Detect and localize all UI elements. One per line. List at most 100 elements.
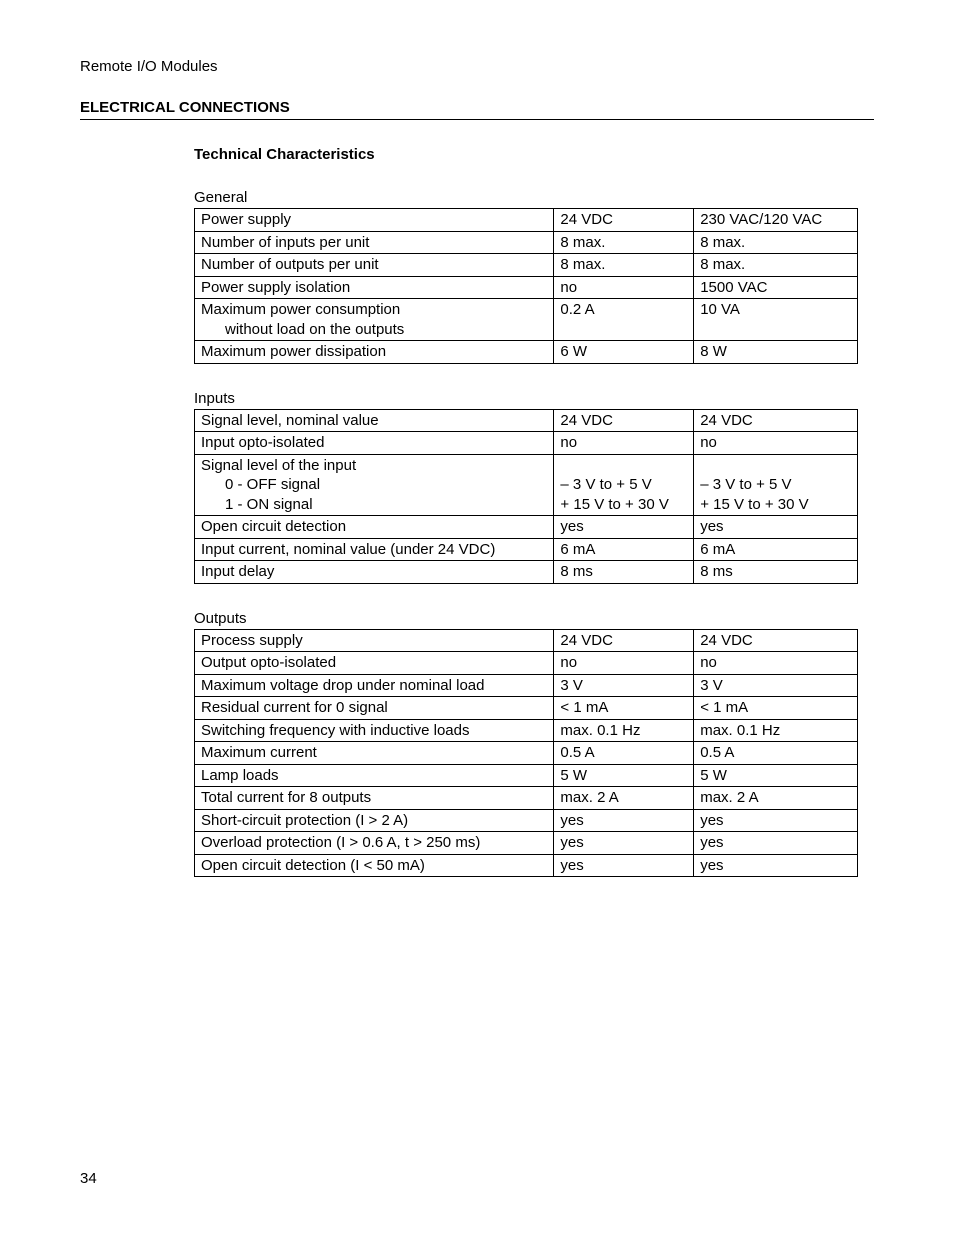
cell-name: Power supply isolation [195,276,554,299]
cell-col2: no [694,652,858,675]
cell-name: Signal level, nominal value [195,409,554,432]
cell-col2: 6 mA [694,538,858,561]
table-row: Signal level, nominal value 24 VDC 24 VD… [195,409,858,432]
cell-col1: < 1 mA [554,697,694,720]
cell-name: Input delay [195,561,554,584]
cell-name: Output opto-isolated [195,652,554,675]
cell-col2: 5 W [694,764,858,787]
sub-title: Technical Characteristics [194,146,874,163]
cell-col2: 0.5 A [694,742,858,765]
cell-col1: max. 0.1 Hz [554,719,694,742]
content-area: Technical Characteristics General Power … [194,146,874,877]
cell-name: Open circuit detection (I < 50 mA) [195,854,554,877]
cell-name: Open circuit detection [195,516,554,539]
cell-col1: 0.5 A [554,742,694,765]
cell-name: Maximum current [195,742,554,765]
table-row: Residual current for 0 signal < 1 mA < 1… [195,697,858,720]
cell-col2: max. 2 A [694,787,858,810]
cell-col2: 10 VA [694,299,858,341]
cell-col1: max. 2 A [554,787,694,810]
table-row: Power supply 24 VDC 230 VAC/120 VAC [195,209,858,232]
table-row: Switching frequency with inductive loads… [195,719,858,742]
cell-col2: 24 VDC [694,629,858,652]
cell-col1: 24 VDC [554,209,694,232]
cell-col2: 3 V [694,674,858,697]
section-title: ELECTRICAL CONNECTIONS [80,99,874,120]
cell-name: Maximum power dissipation [195,341,554,364]
cell-col2: 8 max. [694,231,858,254]
cell-col1: 8 max. [554,231,694,254]
cell-col2: no [694,432,858,455]
table-general: Power supply 24 VDC 230 VAC/120 VAC Numb… [194,208,858,364]
cell-col2: yes [694,516,858,539]
cell-col2: yes [694,854,858,877]
cell-name: Input current, nominal value (under 24 V… [195,538,554,561]
cell-col2: yes [694,832,858,855]
table-row: Maximum current 0.5 A 0.5 A [195,742,858,765]
cell-name: Overload protection (I > 0.6 A, t > 250 … [195,832,554,855]
cell-col1: no [554,652,694,675]
cell-col1: 24 VDC [554,629,694,652]
page-number: 34 [80,1170,97,1187]
cell-col1: 24 VDC [554,409,694,432]
cell-col1: 0.2 A [554,299,694,341]
header-title: Remote I/O Modules [80,58,874,75]
cell-col1: yes [554,809,694,832]
cell-col2: 8 max. [694,254,858,277]
cell-col2: 24 VDC [694,409,858,432]
cell-name: Number of inputs per unit [195,231,554,254]
table-row: Output opto-isolated no no [195,652,858,675]
cell-col1: yes [554,832,694,855]
table-row: Open circuit detection yes yes [195,516,858,539]
cell-name: Switching frequency with inductive loads [195,719,554,742]
cell-col2: 1500 VAC [694,276,858,299]
cell-col2: 8 W [694,341,858,364]
table-row: Maximum power dissipation 6 W 8 W [195,341,858,364]
cell-col2: 230 VAC/120 VAC [694,209,858,232]
table-row: Number of outputs per unit 8 max. 8 max. [195,254,858,277]
cell-col1: yes [554,516,694,539]
table-label-inputs: Inputs [194,390,874,407]
cell-name: Process supply [195,629,554,652]
cell-name: Total current for 8 outputs [195,787,554,810]
cell-col1: yes [554,854,694,877]
cell-col2: < 1 mA [694,697,858,720]
table-row: Maximum power consumptionwithout load on… [195,299,858,341]
table-row: Process supply 24 VDC 24 VDC [195,629,858,652]
cell-name: Residual current for 0 signal [195,697,554,720]
cell-col2: 8 ms [694,561,858,584]
cell-col1: 3 V [554,674,694,697]
cell-col2: max. 0.1 Hz [694,719,858,742]
cell-col1: no [554,432,694,455]
cell-name: Maximum power consumptionwithout load on… [195,299,554,341]
table-row: Overload protection (I > 0.6 A, t > 250 … [195,832,858,855]
cell-col2: yes [694,809,858,832]
table-row: Input delay 8 ms 8 ms [195,561,858,584]
table-label-outputs: Outputs [194,610,874,627]
table-row: Short-circuit protection (I > 2 A) yes y… [195,809,858,832]
cell-col2: – 3 V to + 5 V+ 15 V to + 30 V [694,454,858,516]
cell-name: Input opto-isolated [195,432,554,455]
table-row: Maximum voltage drop under nominal load … [195,674,858,697]
cell-col1: 8 ms [554,561,694,584]
table-row: Total current for 8 outputs max. 2 A max… [195,787,858,810]
table-row: Lamp loads 5 W 5 W [195,764,858,787]
cell-col1: 5 W [554,764,694,787]
cell-col1: 8 max. [554,254,694,277]
table-row: Power supply isolation no 1500 VAC [195,276,858,299]
cell-name: Number of outputs per unit [195,254,554,277]
cell-name: Lamp loads [195,764,554,787]
cell-name: Maximum voltage drop under nominal load [195,674,554,697]
cell-name: Signal level of the input0 - OFF signal1… [195,454,554,516]
table-row: Input current, nominal value (under 24 V… [195,538,858,561]
table-label-general: General [194,189,874,206]
cell-col1: no [554,276,694,299]
cell-col1: 6 mA [554,538,694,561]
table-inputs: Signal level, nominal value 24 VDC 24 VD… [194,409,858,584]
table-row: Number of inputs per unit 8 max. 8 max. [195,231,858,254]
table-outputs: Process supply 24 VDC 24 VDC Output opto… [194,629,858,878]
table-row: Open circuit detection (I < 50 mA) yes y… [195,854,858,877]
cell-col1: 6 W [554,341,694,364]
cell-col1: – 3 V to + 5 V+ 15 V to + 30 V [554,454,694,516]
table-row: Signal level of the input0 - OFF signal1… [195,454,858,516]
